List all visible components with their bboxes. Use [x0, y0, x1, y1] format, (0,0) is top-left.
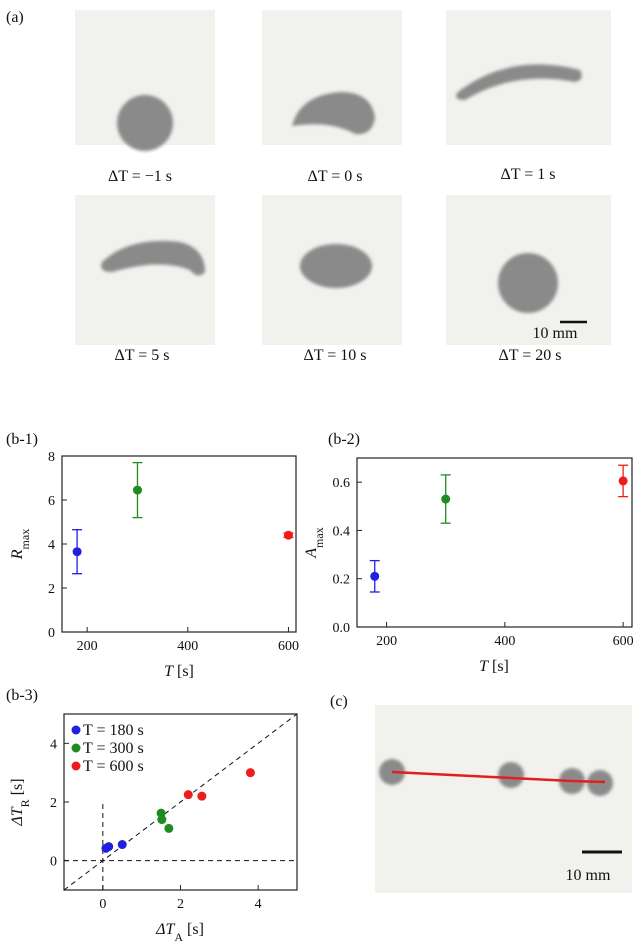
caption: ΔT = 0 s	[307, 168, 362, 185]
x-tick-label: 200	[77, 639, 98, 654]
axis-label: T [s]	[479, 658, 509, 675]
point	[132, 485, 142, 495]
droplet	[456, 64, 582, 100]
caption: ΔT = −1 s	[108, 168, 172, 185]
droplet	[101, 240, 205, 276]
panel-label: (b-1)	[6, 431, 38, 448]
point	[197, 791, 207, 801]
x-tick-label: 600	[613, 634, 634, 649]
axis-label-part: [s]	[492, 658, 509, 675]
caption: ΔT = 20 s	[498, 347, 561, 364]
y-tick-label: 6	[48, 494, 55, 509]
photo	[375, 705, 632, 893]
legend-marker	[71, 761, 81, 771]
axis-label-part: ΔT	[9, 806, 26, 826]
droplet	[300, 244, 372, 288]
panel-a: (a) ΔT = −1 s ΔT = 0 s ΔT = 1 s ΔT = 5 s…	[6, 9, 611, 364]
axis-label-part: T	[479, 658, 489, 675]
axis-label: ΔTR [s]	[9, 778, 32, 826]
x-tick-label: 200	[376, 634, 397, 649]
y-tick-label: 2	[50, 796, 57, 811]
point	[164, 823, 174, 833]
panel-label: (c)	[330, 693, 348, 710]
panel-label: (b-2)	[328, 431, 360, 448]
panel-c: (c) 10 mm	[330, 693, 632, 893]
caption: ΔT = 1 s	[500, 166, 555, 183]
point	[183, 790, 193, 800]
x-tick-label: 0	[99, 897, 106, 912]
chart: (b-2) 200 400 600 0.0 0.2 0.4 0.6	[328, 431, 634, 649]
point	[618, 476, 628, 486]
scale-label: 10 mm	[566, 867, 611, 884]
x-tick-label: 400	[494, 634, 515, 649]
y-tick-label: 0.2	[333, 573, 351, 588]
panel-label: (a)	[6, 9, 24, 26]
point	[283, 530, 293, 540]
point	[117, 840, 127, 850]
x-tick-label: 400	[177, 639, 198, 654]
caption: ΔT = 10 s	[303, 347, 366, 364]
chart: (b-3) 0 2 4 0 2 4 T = 180 sT = 300 sT = 600 s	[6, 687, 298, 912]
axis-label: ΔTA [s]	[155, 921, 204, 944]
droplet	[117, 95, 173, 151]
y-tick-label: 4	[50, 737, 57, 752]
x-tick-label: 4	[255, 897, 262, 912]
point	[441, 494, 451, 504]
axis-label-part: [s]	[9, 778, 26, 795]
scale-label: 10 mm	[533, 325, 578, 342]
axis-label-part: ΔT	[155, 921, 175, 938]
axis-label: T [s]	[164, 663, 194, 680]
axis-label-part: T	[164, 663, 174, 680]
droplet	[498, 253, 558, 313]
axis-label-part: max	[312, 527, 326, 548]
x-tick-label: 2	[177, 897, 184, 912]
x-tick-label: 600	[278, 639, 299, 654]
y-tick-label: 2	[48, 582, 55, 597]
y-tick-label: 0.6	[333, 476, 351, 491]
legend-label: T = 180 s	[83, 722, 144, 739]
point	[72, 547, 82, 557]
axis-label: Rmax	[9, 529, 32, 560]
axis-label-part: max	[18, 529, 32, 550]
point	[370, 571, 380, 581]
legend-marker	[71, 725, 81, 735]
y-tick-label: 0	[48, 626, 55, 641]
legend-marker	[71, 743, 81, 753]
axis-label-part: R	[18, 799, 32, 807]
point	[157, 815, 167, 825]
legend-label: T = 600 s	[83, 758, 144, 775]
droplet	[498, 762, 524, 788]
axis-label: Amax	[303, 527, 326, 558]
y-tick-label: 8	[48, 450, 55, 465]
plot-frame	[61, 455, 297, 633]
y-tick-label: 4	[48, 538, 55, 553]
y-tick-label: 0	[50, 855, 57, 870]
axis-label-part: A	[174, 930, 183, 944]
chart: (b-1) 200 400 600 0 2 4 6 8	[6, 431, 299, 654]
axis-label-part: A	[303, 548, 320, 559]
axis-label-part: [s]	[177, 663, 194, 680]
axis-label-part: R	[9, 549, 26, 560]
point	[104, 842, 114, 852]
droplet	[292, 92, 375, 135]
axis-label-part: [s]	[187, 921, 204, 938]
caption: ΔT = 5 s	[114, 347, 169, 364]
y-tick-label: 0.0	[333, 621, 351, 636]
trajectory	[391, 770, 606, 784]
panel-label: (b-3)	[6, 687, 38, 704]
point	[245, 768, 255, 778]
y-tick-label: 0.4	[333, 524, 351, 539]
plot-frame	[356, 457, 633, 628]
legend-label: T = 300 s	[83, 740, 144, 757]
